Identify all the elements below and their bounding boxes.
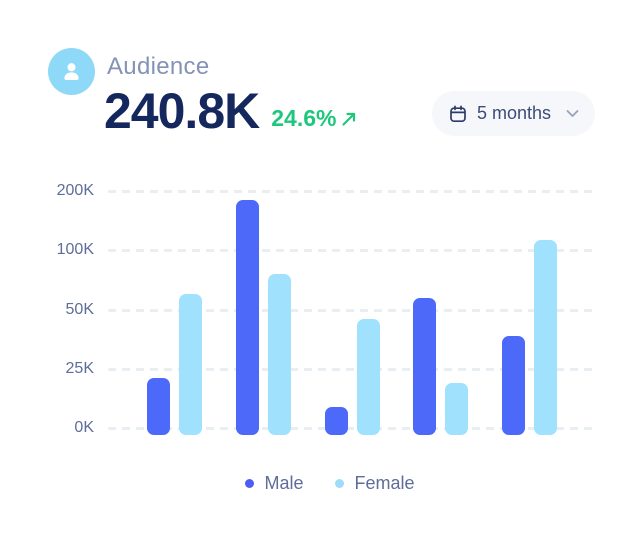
male-legend-dot-icon	[245, 479, 255, 488]
female-bar[interactable]	[357, 319, 380, 435]
y-tick-label: 200K	[56, 182, 94, 199]
audience-avatar	[48, 48, 95, 95]
legend-label: Female	[354, 473, 415, 493]
male-bar[interactable]	[236, 200, 259, 435]
legend-label: Male	[264, 473, 304, 493]
female-bar[interactable]	[179, 294, 202, 435]
chevron-down-icon	[566, 109, 579, 118]
y-tick-label: 25K	[65, 359, 94, 377]
legend-item-female[interactable]: Female	[335, 473, 415, 494]
y-tick-label: 0K	[74, 419, 94, 436]
gridline-200K	[108, 190, 593, 193]
trend-up-arrow-icon	[340, 110, 358, 128]
change-value: 24.6%	[271, 105, 337, 131]
y-tick-label: 50K	[65, 300, 94, 318]
male-bar[interactable]	[325, 407, 348, 435]
calendar-icon	[448, 104, 468, 124]
male-bar[interactable]	[147, 378, 170, 435]
card-title: Audience	[107, 53, 210, 80]
chart-legend: Male Female	[0, 473, 640, 494]
female-bar[interactable]	[268, 274, 291, 435]
person-icon	[58, 58, 85, 85]
female-legend-dot-icon	[335, 479, 345, 488]
audience-change: 24.6%	[271, 105, 358, 136]
legend-item-male[interactable]: Male	[245, 473, 303, 494]
period-label: 5 months	[476, 103, 552, 123]
female-bar[interactable]	[445, 383, 468, 435]
audience-total: 240.8K	[104, 83, 260, 139]
period-dropdown[interactable]: 5 months	[432, 91, 595, 136]
gridline-100K	[108, 249, 593, 253]
y-tick-label: 100K	[56, 241, 94, 259]
male-bar[interactable]	[502, 336, 525, 435]
male-bar[interactable]	[413, 298, 436, 435]
female-bar[interactable]	[534, 240, 557, 435]
